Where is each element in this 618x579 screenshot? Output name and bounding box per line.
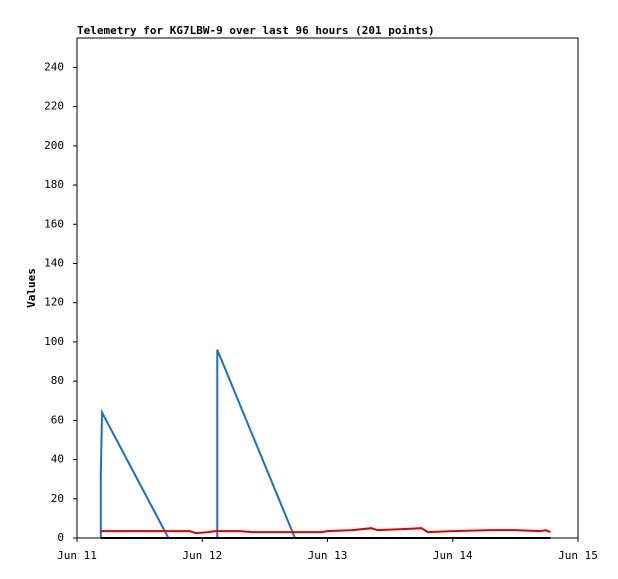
y-tick-label: 200 [44, 139, 64, 152]
y-tick-label: 220 [44, 100, 64, 113]
plot-frame [76, 37, 579, 539]
y-tick-label: 240 [44, 60, 64, 73]
y-tick-label: 80 [51, 374, 64, 387]
y-tick-label: 0 [57, 531, 64, 544]
y-tick-label: 180 [44, 178, 64, 191]
x-tick-label: Jun 14 [433, 549, 473, 562]
series-line [99, 349, 551, 539]
y-tick-label: 40 [51, 453, 64, 466]
y-axis-label: Values [25, 268, 38, 308]
y-tick-label: 100 [44, 335, 64, 348]
y-tick-label: 60 [51, 413, 64, 426]
x-tick-label: Jun 13 [308, 549, 348, 562]
y-tick-label: 140 [44, 256, 64, 269]
y-tick-label: 120 [44, 296, 64, 309]
series-line [100, 527, 551, 535]
y-tick-label: 160 [44, 217, 64, 230]
y-tick-label: 20 [51, 492, 64, 505]
x-tick-label: Jun 12 [182, 549, 222, 562]
x-tick-label: Jun 11 [57, 549, 97, 562]
chart-title: Telemetry for KG7LBW-9 over last 96 hour… [77, 24, 435, 37]
x-tick-label: Jun 15 [558, 549, 598, 562]
